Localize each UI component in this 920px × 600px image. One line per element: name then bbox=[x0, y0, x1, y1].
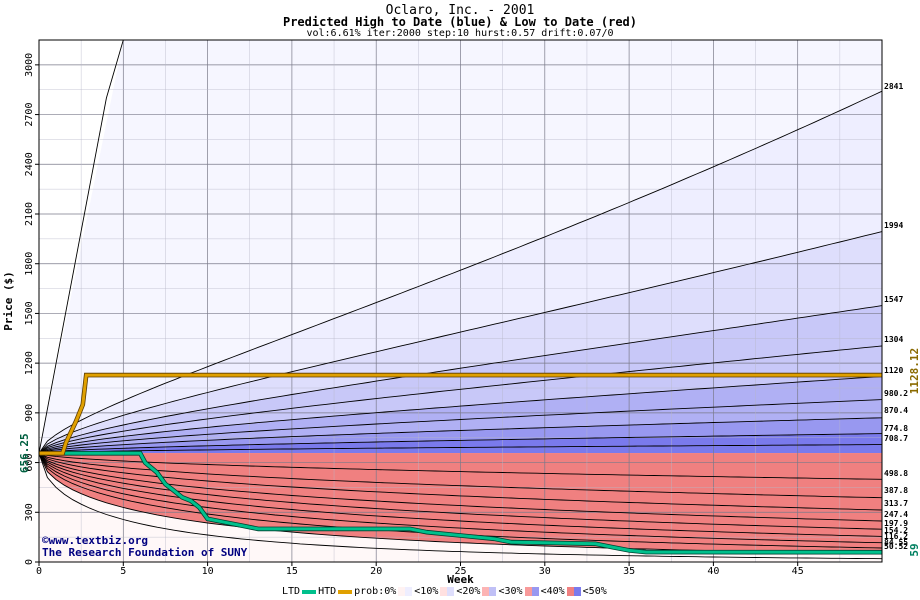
lower-curve-2 bbox=[38, 452, 883, 511]
x-tick-label-5: 5 bbox=[120, 566, 126, 577]
chart-params: vol:6.61% iter:2000 step:10 hurst:0.57 d… bbox=[306, 28, 614, 39]
ltd-line bbox=[39, 451, 883, 554]
upper-curve-1 bbox=[38, 231, 883, 454]
legend-prob-label: prob:0% bbox=[354, 586, 397, 597]
legend-box-10 bbox=[440, 587, 455, 596]
legend: LTD HTD prob:0% <10% <20% <30% <40% <50% bbox=[282, 586, 607, 597]
upper-curve-4 bbox=[38, 375, 883, 454]
x-tick-label-30: 30 bbox=[539, 566, 551, 577]
lower-curve-1 bbox=[38, 452, 883, 499]
x-tick-label-0: 0 bbox=[36, 566, 42, 577]
upper-envelope-curve bbox=[38, 39, 124, 454]
curve-label-8: 708.7 bbox=[884, 434, 908, 443]
curve-label-13: 197.9 bbox=[884, 519, 908, 528]
lower-curve-6 bbox=[38, 453, 883, 544]
y-tick-label-1800: 1800 bbox=[24, 252, 35, 276]
y-axis-label: Price ($) bbox=[2, 271, 15, 331]
upper-curve-0 bbox=[38, 90, 883, 454]
y-tick-label-0: 0 bbox=[24, 559, 35, 565]
credit-organization: The Research Foundation of SUNY bbox=[42, 546, 248, 559]
y-tick-label-2700: 2700 bbox=[24, 103, 35, 127]
upper-curve-6 bbox=[38, 417, 883, 454]
legend-b10-label: <10% bbox=[414, 586, 439, 597]
legend-b20-label: <20% bbox=[456, 586, 481, 597]
upper-curve-8 bbox=[38, 444, 882, 454]
upper-curve-2 bbox=[38, 305, 883, 454]
series-lines bbox=[39, 372, 883, 555]
y-tick-label-900: 900 bbox=[24, 404, 35, 422]
curve-label-10: 387.8 bbox=[884, 486, 908, 495]
current-low-label: 59 bbox=[908, 543, 920, 556]
upper-curve-3 bbox=[38, 345, 883, 454]
legend-htd-swatch bbox=[338, 589, 353, 594]
curve-label-16: 84.55 bbox=[884, 538, 908, 547]
lower-curve-3 bbox=[38, 452, 883, 522]
curve-label-6: 870.4 bbox=[884, 406, 908, 415]
legend-box-30 bbox=[524, 587, 539, 596]
x-tick-label-25: 25 bbox=[454, 566, 466, 577]
y-tick-label-2400: 2400 bbox=[24, 152, 35, 176]
legend-b50-label: <50% bbox=[582, 586, 607, 597]
lower-envelope-curve bbox=[38, 453, 883, 560]
legend-box-40 bbox=[566, 587, 581, 596]
curve-label-15: 116.2 bbox=[884, 532, 908, 541]
upper-curve-7 bbox=[38, 433, 883, 454]
curve-label-7: 774.8 bbox=[884, 424, 908, 433]
axes: 0 300 600 900 1200 1500 1800 2100 2400 2700 3000 0 5… bbox=[2, 39, 883, 586]
curve-labels: 2841 1994 1547 1304 1120 980.2 870.4 774.8708.7… bbox=[18, 82, 920, 557]
lower-curve-4 bbox=[38, 452, 883, 530]
curve-label-9: 498.8 bbox=[884, 469, 908, 478]
x-tick-label-45: 45 bbox=[792, 566, 804, 577]
chart-title: Oclaro, Inc. - 2001 bbox=[385, 3, 535, 18]
curve-label-12: 247.4 bbox=[884, 510, 908, 519]
current-high-label: 1128.12 bbox=[908, 348, 920, 394]
legend-box-0 bbox=[398, 587, 413, 596]
curve-label-0: 2841 bbox=[884, 82, 903, 91]
percentile-curves bbox=[38, 39, 883, 560]
x-tick-label-40: 40 bbox=[707, 566, 719, 577]
x-tick-label-35: 35 bbox=[623, 566, 635, 577]
y-tick-label-300: 300 bbox=[24, 503, 35, 521]
credit-website: ©www.textbiz.org bbox=[42, 534, 148, 547]
curve-label-3: 1304 bbox=[884, 335, 903, 344]
curve-label-2: 1547 bbox=[884, 295, 903, 304]
legend-ltd-label: LTD bbox=[282, 586, 301, 597]
legend-htd-label: HTD bbox=[318, 586, 337, 597]
legend-b40-label: <40% bbox=[540, 586, 565, 597]
y-tick-label-600: 600 bbox=[24, 454, 35, 472]
curve-label-17: 50.52 bbox=[884, 542, 908, 551]
curve-label-4: 1120 bbox=[884, 366, 903, 375]
x-tick-label-15: 15 bbox=[286, 566, 298, 577]
legend-ltd-swatch bbox=[302, 589, 317, 594]
curve-label-1: 1994 bbox=[884, 221, 903, 230]
x-axis-label: Week bbox=[447, 573, 474, 586]
legend-box-20 bbox=[482, 587, 497, 596]
chart-subtitle: Predicted High to Date (blue) & Low to D… bbox=[282, 15, 637, 29]
htd-line bbox=[39, 373, 882, 455]
upper-curve-5 bbox=[38, 399, 883, 454]
curve-label-11: 313.7 bbox=[884, 499, 908, 508]
x-tick-label-10: 10 bbox=[202, 566, 214, 577]
start-price-label: 656.25 bbox=[18, 433, 31, 473]
lower-curve-0 bbox=[38, 452, 883, 480]
x-tick-label-20: 20 bbox=[370, 566, 382, 577]
y-tick-label-2100: 2100 bbox=[24, 202, 35, 226]
legend-b30-label: <30% bbox=[498, 586, 523, 597]
curve-label-5: 980.2 bbox=[884, 389, 908, 398]
curve-label-14: 154.2 bbox=[884, 526, 908, 535]
y-tick-label-1200: 1200 bbox=[24, 351, 35, 375]
y-tick-label-3000: 3000 bbox=[24, 53, 35, 77]
y-tick-label-1500: 1500 bbox=[24, 301, 35, 325]
